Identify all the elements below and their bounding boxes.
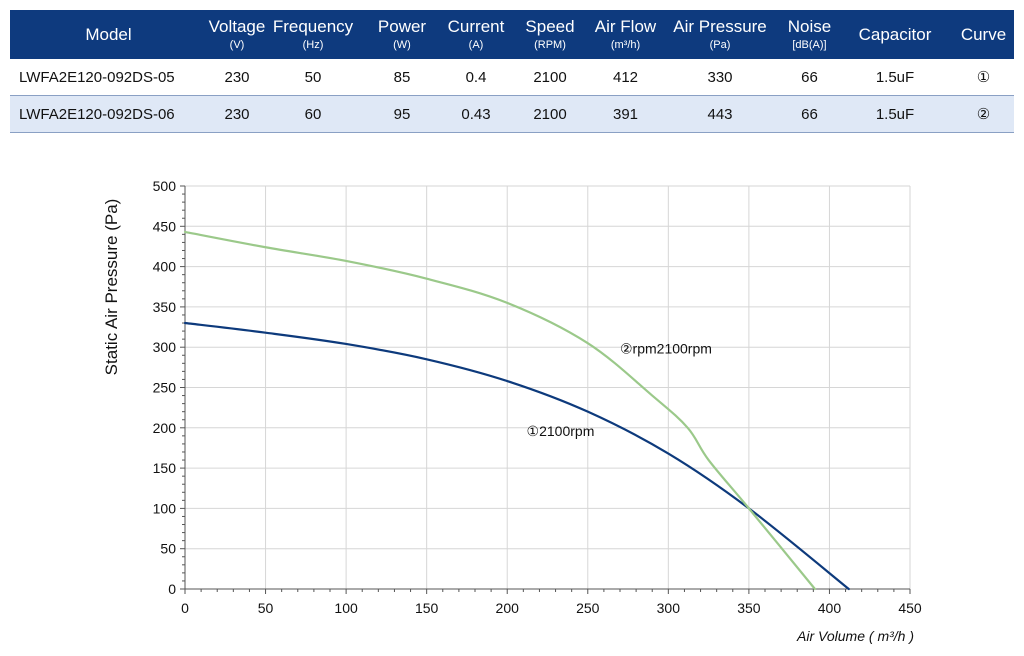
y-tick-label: 100: [153, 500, 177, 516]
header-label: Curve: [960, 25, 1007, 44]
table-body: LWFA2E120-092DS-05 230 50 85 0.4 2100 412 330 66…: [10, 59, 1014, 133]
header-unit: (W): [393, 39, 411, 51]
series-line-1: [183, 321, 850, 591]
chart-tick-labels: 0 50 100 150 200 250 300 350 400 450 0 50 100 150 200 2…: [153, 178, 922, 616]
table-cell: 230: [207, 95, 267, 133]
x-tick-label: 100: [334, 600, 358, 616]
y-tick-label: 400: [153, 259, 177, 275]
table-row: LWFA2E120-092DS-05 230 50 85 0.4 2100 412 330 66…: [10, 59, 1014, 96]
curve-label: ①2100rpm: [527, 423, 595, 439]
header-cell: Noise [dB(A)]: [782, 10, 837, 59]
table-cell: ①: [953, 59, 1014, 96]
table-cell: 2100: [507, 95, 593, 133]
chart-series: [183, 230, 850, 591]
table-row: LWFA2E120-092DS-06 230 60 95 0.43 2100 391 443 6…: [10, 95, 1014, 133]
header-label: Model: [85, 25, 132, 44]
header-unit: (V): [229, 39, 245, 51]
header-unit: [dB(A)]: [792, 39, 827, 51]
header-label: Power: [377, 17, 427, 36]
table-cell: 330: [658, 59, 782, 96]
y-tick-label: 350: [153, 299, 177, 315]
y-tick-label: 250: [153, 380, 177, 396]
y-tick-label: 150: [153, 460, 177, 476]
chart-grid: [184, 185, 911, 590]
model-cell: LWFA2E120-092DS-05: [10, 59, 207, 96]
x-tick-label: 250: [576, 600, 600, 616]
table-cell: 1.5uF: [837, 95, 953, 133]
table-cell: 0.43: [445, 95, 507, 133]
header-cell: Model: [10, 10, 207, 59]
header-unit: (Hz): [302, 39, 324, 51]
table-header-row: Model Voltage (V) Frequency (Hz) Power (W) Curr…: [10, 10, 1014, 59]
y-tick-label: 0: [168, 581, 176, 597]
header-cell: Power (W): [359, 10, 445, 59]
table-cell: 50: [267, 59, 359, 96]
header-unit: (RPM): [534, 39, 566, 51]
y-tick-label: 500: [153, 178, 177, 194]
spec-table: Model Voltage (V) Frequency (Hz) Power (W) Curr…: [10, 10, 1014, 133]
header-cell: Curve: [953, 10, 1014, 59]
table-cell: 95: [359, 95, 445, 133]
header-cell: Current (A): [445, 10, 507, 59]
y-tick-label: 50: [160, 541, 176, 557]
curve-label: ②rpm2100rpm: [620, 341, 712, 357]
x-tick-label: 300: [657, 600, 681, 616]
series-line-2: [183, 230, 817, 591]
table-cell: 443: [658, 95, 782, 133]
x-tick-label: 350: [737, 600, 761, 616]
x-axis-label: Air Volume ( m³/h ): [796, 628, 914, 644]
table-cell: 2100: [507, 59, 593, 96]
x-tick-label: 450: [898, 600, 922, 616]
table-cell: 230: [207, 59, 267, 96]
header-label: Speed: [525, 17, 575, 36]
header-label: Frequency: [272, 17, 354, 36]
table-cell: 0.4: [445, 59, 507, 96]
header-label: Capacitor: [858, 25, 932, 44]
table-cell: 66: [782, 59, 837, 96]
x-tick-label: 200: [496, 600, 520, 616]
header-cell: Frequency (Hz): [267, 10, 359, 59]
table-cell: 85: [359, 59, 445, 96]
header-unit: (m³/h): [610, 39, 641, 51]
model-cell: LWFA2E120-092DS-06: [10, 95, 207, 133]
header-cell: Capacitor: [837, 10, 953, 59]
header-cell: Air Flow (m³/h): [593, 10, 658, 59]
table-cell: ②: [953, 95, 1014, 133]
chart-curve-labels: ②rpm2100rpm ①2100rpm: [527, 341, 712, 439]
y-tick-label: 450: [153, 218, 177, 234]
header-label: Air Flow: [594, 17, 657, 36]
header-unit: (A): [468, 39, 484, 51]
y-axis-label: Static Air Pressure (Pa): [102, 199, 121, 376]
header-label: Current: [447, 17, 505, 36]
header-label: Air Pressure: [673, 17, 767, 36]
y-tick-label: 200: [153, 420, 177, 436]
table-cell: 66: [782, 95, 837, 133]
x-tick-label: 150: [415, 600, 439, 616]
y-tick-label: 300: [153, 339, 177, 355]
chart-axes: [180, 185, 911, 594]
table-cell: 60: [267, 95, 359, 133]
header-cell: Speed (RPM): [507, 10, 593, 59]
header-unit: (Pa): [709, 39, 731, 51]
table-cell: 391: [593, 95, 658, 133]
x-tick-label: 400: [818, 600, 842, 616]
table-cell: 412: [593, 59, 658, 96]
x-tick-label: 0: [181, 600, 189, 616]
header-cell: Voltage (V): [207, 10, 267, 59]
x-tick-label: 50: [258, 600, 274, 616]
header-label: Noise: [787, 17, 832, 36]
header-cell: Air Pressure (Pa): [658, 10, 782, 59]
table-cell: 1.5uF: [837, 59, 953, 96]
header-label: Voltage: [208, 17, 266, 36]
